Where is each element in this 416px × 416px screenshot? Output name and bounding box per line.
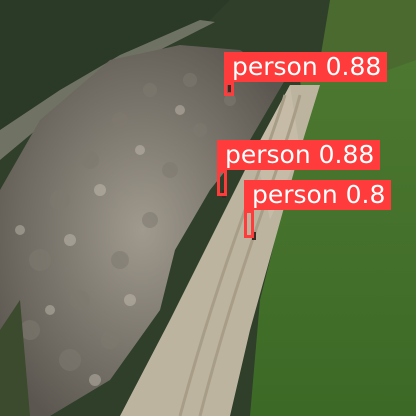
detection-box-3 xyxy=(244,210,254,238)
detection-box-1 xyxy=(224,82,234,96)
detection-label-3: person 0.8 xyxy=(244,180,391,210)
detection-label-2: person 0.88 xyxy=(217,140,380,170)
detection-label-1: person 0.88 xyxy=(224,52,387,82)
detection-box-2 xyxy=(217,170,227,196)
